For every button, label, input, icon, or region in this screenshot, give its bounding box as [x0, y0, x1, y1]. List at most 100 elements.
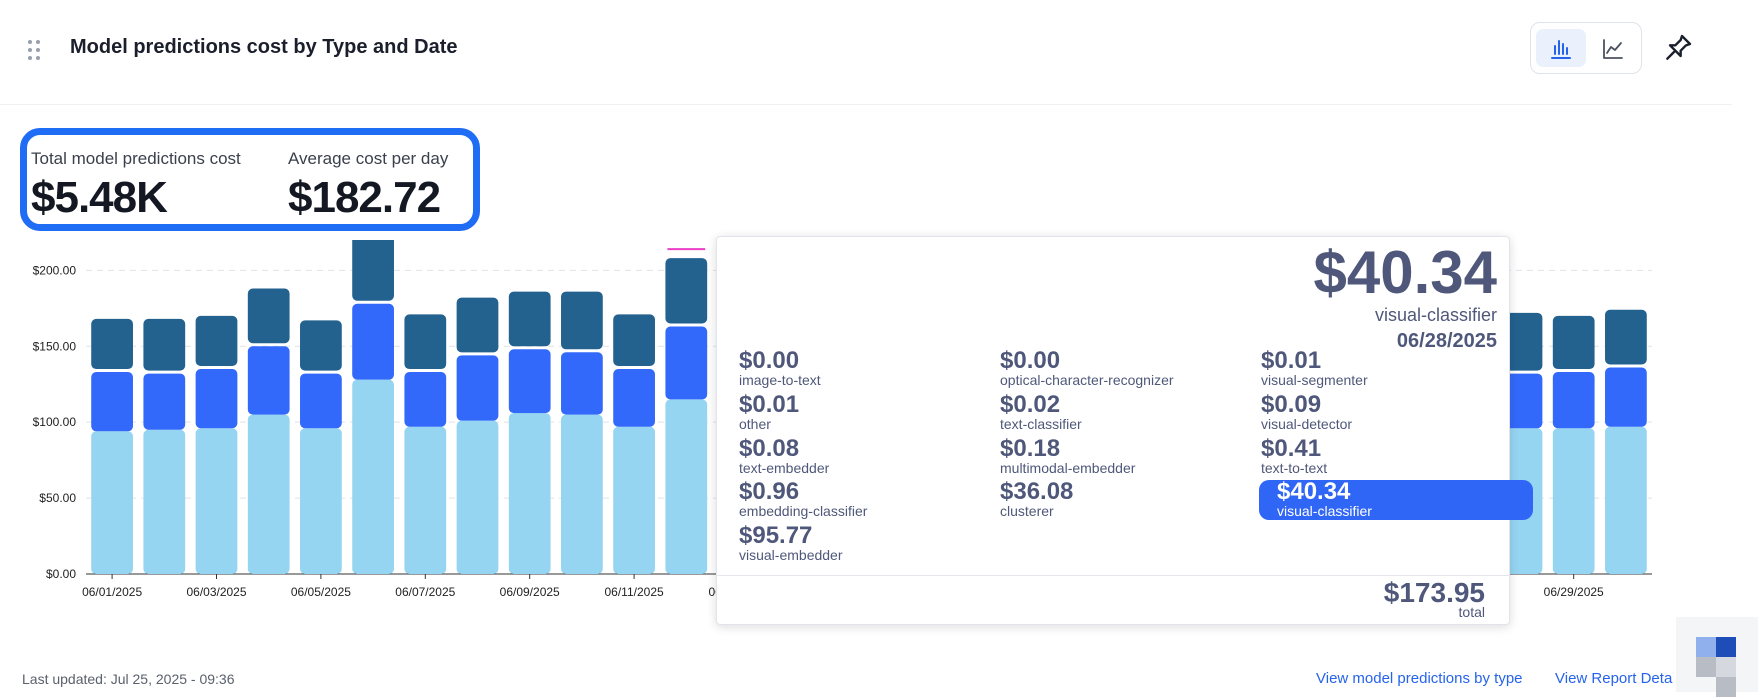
bar-segment — [404, 314, 447, 370]
tooltip-item-name: visual-segmenter — [1261, 372, 1368, 388]
view-predictions-by-type-link[interactable]: View model predictions by type — [1316, 670, 1523, 687]
line-chart-icon — [1603, 39, 1623, 59]
bar-segment — [1552, 315, 1595, 370]
bar-segment — [195, 369, 238, 429]
tooltip-item-name: other — [739, 416, 771, 432]
tooltip-item-name: image-to-text — [739, 372, 821, 388]
bar-segment — [247, 288, 290, 344]
tooltip-item: $0.41 text-to-text — [1259, 437, 1517, 477]
bar-segment — [456, 420, 499, 574]
card-title: Model predictions cost by Type and Date — [70, 36, 458, 58]
tooltip-item-value: $0.96 — [739, 478, 800, 505]
y-tick-label: $0.00 — [46, 567, 76, 581]
tooltip-total-label: total — [1458, 604, 1485, 620]
tooltip-item-value: $0.41 — [1261, 435, 1322, 462]
card-header: Model predictions cost by Type and Date — [0, 0, 1732, 105]
bar-segment — [1500, 373, 1543, 429]
bar-segment — [613, 314, 655, 367]
drag-handle-icon[interactable] — [28, 40, 42, 62]
y-tick-label: $200.00 — [33, 263, 77, 277]
tooltip-item-value: $0.18 — [1000, 435, 1061, 462]
bar-segment — [508, 413, 551, 574]
kpi-value: $182.72 — [288, 173, 441, 222]
bar-segment — [613, 369, 655, 427]
bar-segment — [665, 399, 708, 574]
x-tick-label: 06/05/2025 — [291, 585, 351, 599]
tooltip-item-value: $95.77 — [739, 522, 813, 549]
tooltip-item: $0.01 visual-segmenter — [1259, 349, 1517, 389]
tooltip-item-value: $40.34 — [1277, 478, 1351, 505]
tooltip-total: $173.95 total — [1383, 577, 1485, 620]
tooltip-item-name: text-embedder — [739, 460, 830, 476]
tooltip-item-value: $0.02 — [1000, 391, 1061, 418]
pin-icon — [1666, 34, 1692, 60]
y-tick-label: $50.00 — [39, 491, 76, 505]
bar-segment — [508, 349, 551, 414]
tooltip-item-name: text-classifier — [1000, 416, 1082, 432]
kpi-summary: Total model predictions cost $5.48K Aver… — [20, 128, 480, 231]
bar-segment — [91, 372, 133, 432]
bar-segment — [352, 303, 394, 380]
bar-segment — [404, 372, 447, 427]
bar-segment — [1605, 309, 1647, 365]
tooltip-date: 06/28/2025 — [1396, 330, 1497, 352]
bar-segment — [195, 315, 238, 367]
tooltip-item: $0.08 text-embedder — [737, 437, 995, 477]
tooltip-item-name: multimodal-embedder — [1000, 460, 1136, 476]
bar-segment — [247, 414, 290, 574]
bar-segment — [665, 258, 708, 324]
bar-segment — [352, 379, 394, 574]
chart-type-toggle — [1530, 22, 1642, 74]
bar-segment — [247, 346, 290, 415]
bar-chart-view-button[interactable] — [1536, 29, 1586, 67]
tooltip-item-value: $0.00 — [1000, 347, 1061, 374]
corner-widget — [1676, 617, 1758, 697]
tooltip-item-value: $0.08 — [739, 435, 800, 462]
x-tick-label: 06/01/2025 — [82, 585, 142, 599]
line-chart-view-button[interactable] — [1588, 29, 1638, 67]
pin-button[interactable] — [1662, 32, 1694, 64]
divider — [717, 575, 1509, 576]
tooltip-item: $0.00 optical-character-recognizer — [998, 349, 1256, 389]
bar-segment — [143, 373, 186, 430]
tooltip-item: $0.96 embedding-classifier — [737, 480, 995, 520]
view-report-details-link[interactable]: View Report Deta — [1555, 670, 1673, 687]
bar-segment — [456, 297, 499, 353]
x-tick-label: 06/29/2025 — [1544, 585, 1604, 599]
tooltip-item-value: $36.08 — [1000, 478, 1074, 505]
tooltip-item-name: visual-classifier — [1277, 503, 1372, 519]
kpi-value: $5.48K — [31, 173, 168, 222]
x-tick-label: 06/09/2025 — [500, 585, 560, 599]
y-tick-label: $150.00 — [33, 339, 77, 353]
bar-segment — [665, 326, 708, 400]
chart-tooltip: $40.34 visual-classifier 06/28/2025 $0.0… — [716, 236, 1533, 625]
bar-segment — [91, 318, 133, 370]
bar-segment — [508, 291, 551, 347]
tooltip-item: $36.08 clusterer — [998, 480, 1256, 520]
bar-segment — [1605, 367, 1647, 427]
tooltip-item-value: $0.09 — [1261, 391, 1322, 418]
tooltip-item-name: text-to-text — [1261, 460, 1328, 476]
bar-segment — [195, 428, 238, 574]
tooltip-item-name: embedding-classifier — [739, 503, 868, 519]
tooltip-item-name: optical-character-recognizer — [1000, 372, 1174, 388]
bar-segment — [143, 429, 186, 574]
tooltip-item-name: visual-embedder — [739, 547, 843, 563]
bar-segment — [300, 373, 342, 429]
tooltip-item-value: $0.01 — [1261, 347, 1322, 374]
tooltip-item-name: clusterer — [1000, 503, 1054, 519]
bar-segment — [613, 426, 655, 574]
bar-segment — [456, 355, 499, 421]
bar-segment — [91, 431, 133, 574]
bar-segment — [561, 352, 603, 415]
tooltip-total-value: $173.95 — [1383, 577, 1485, 608]
bar-segment — [300, 428, 342, 574]
tooltip-header: $40.34 visual-classifier 06/28/2025 — [1313, 241, 1497, 353]
bar-segment — [143, 318, 186, 371]
bar-segment — [561, 291, 603, 350]
bar-segment — [352, 240, 394, 301]
x-tick-label: 06/03/2025 — [186, 585, 246, 599]
bar-segment — [300, 320, 342, 371]
last-updated: Last updated: Jul 25, 2025 - 09:36 — [22, 671, 235, 687]
kpi-total-cost: Total model predictions cost $5.48K — [31, 149, 241, 223]
